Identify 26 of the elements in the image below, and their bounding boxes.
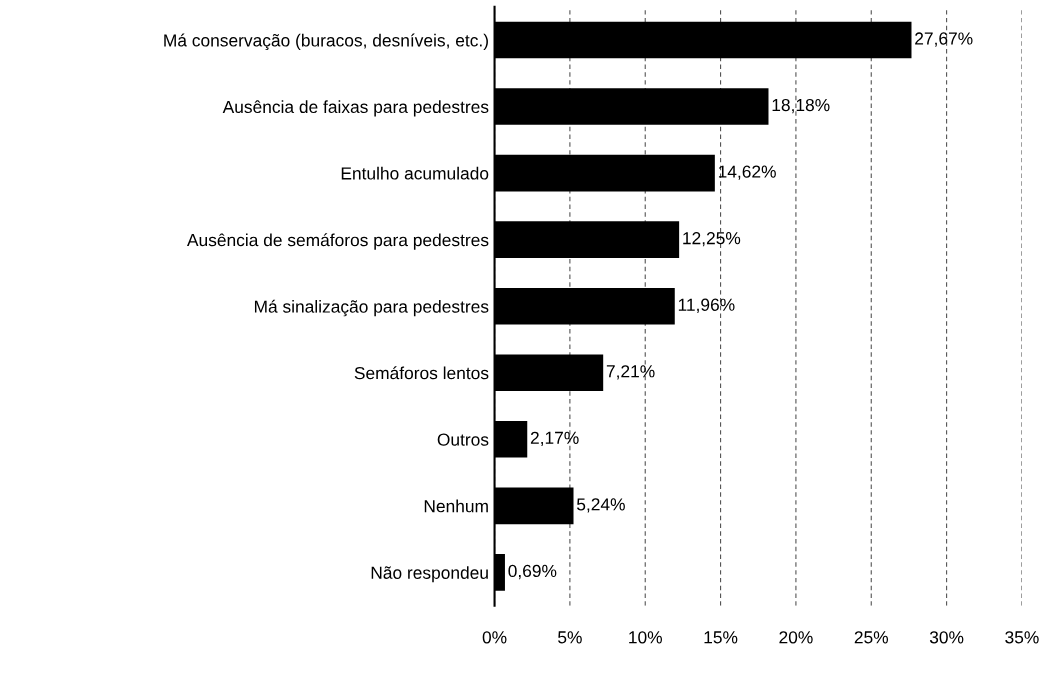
x-tick-label: 0% — [482, 631, 507, 644]
data-label: 27,67% — [915, 32, 973, 47]
y-tick-label: Nenhum — [424, 499, 488, 513]
y-tick-label: Entulho acumulado — [341, 166, 489, 180]
x-tick-label: 30% — [929, 631, 964, 644]
x-tick-label: 20% — [779, 631, 813, 644]
data-label: 18,18% — [772, 98, 830, 114]
data-label: 7,21% — [606, 365, 655, 380]
data-label: 14,62% — [718, 165, 776, 180]
y-tick-label: Outros — [437, 433, 489, 446]
data-label: 12,25% — [683, 232, 741, 247]
y-tick-label: Ausência de faixas para pedestres — [222, 100, 489, 117]
y-tick-label: Má sinalização para pedestres — [254, 299, 489, 317]
x-tick-label: 35% — [1005, 631, 1039, 644]
data-label: 5,24% — [576, 498, 625, 513]
y-tick-label: Semáforos lentos — [354, 366, 489, 380]
data-label: 11,96% — [678, 298, 735, 313]
y-tick-label: Não respondeu — [371, 566, 488, 583]
x-tick-label: 25% — [854, 631, 889, 644]
x-tick-label: 5% — [558, 631, 582, 644]
x-tick-label: 10% — [629, 631, 662, 644]
y-tick-label: Ausência de semáforos para pedestres — [186, 233, 489, 250]
x-tick-label: 15% — [704, 631, 738, 644]
data-label: 2,17% — [530, 431, 579, 447]
y-tick-label: Má conservação (buracos, desníveis, etc.) — [164, 33, 488, 51]
data-label: 0,69% — [508, 564, 557, 580]
